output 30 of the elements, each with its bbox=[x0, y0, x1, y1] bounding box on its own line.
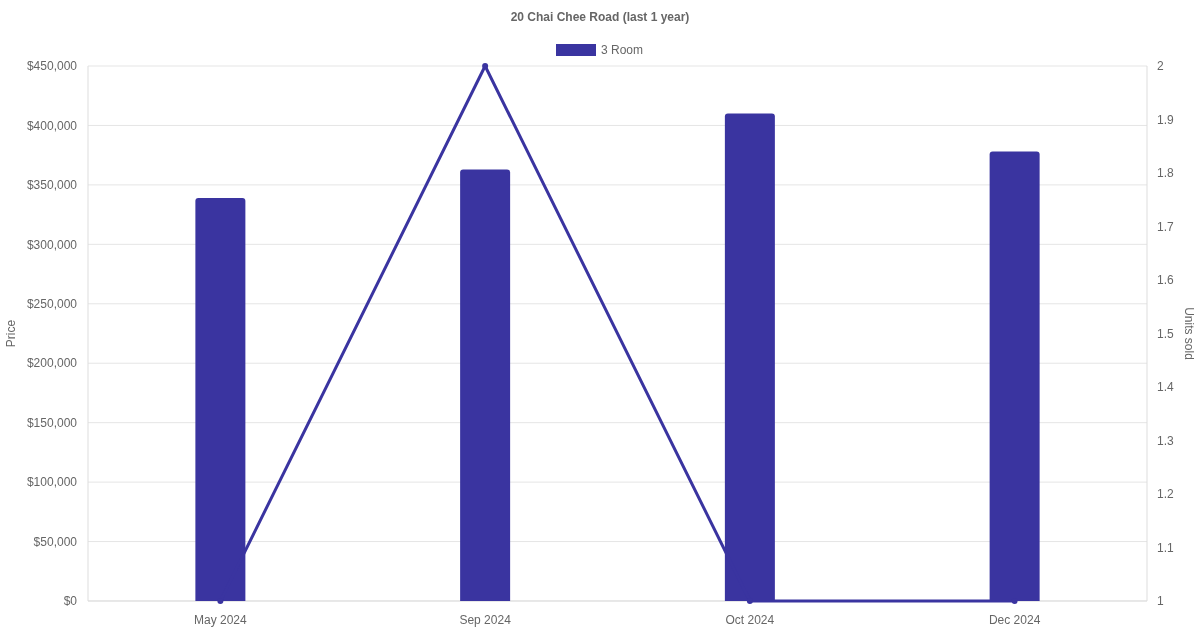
y2-tick-label: 1.9 bbox=[1157, 112, 1175, 127]
y-tick-label: $0 bbox=[63, 594, 78, 609]
y-axis-title: Price bbox=[4, 319, 18, 348]
y2-tick-label: 1.8 bbox=[1157, 166, 1175, 181]
y-tick-label: $50,000 bbox=[33, 534, 78, 549]
y-tick-label: $400,000 bbox=[26, 118, 78, 133]
y2-tick-label: 1.3 bbox=[1157, 433, 1175, 448]
y2-tick-label: 1.5 bbox=[1157, 326, 1175, 341]
y2-axis-title: Units sold bbox=[1182, 307, 1196, 360]
y2-tick-label: 2 bbox=[1157, 59, 1164, 74]
y-tick-label: $300,000 bbox=[26, 237, 78, 252]
x-tick-label: Sep 2024 bbox=[459, 613, 512, 627]
x-tick-label: May 2024 bbox=[194, 613, 248, 627]
y2-tick-label: 1.6 bbox=[1157, 273, 1175, 288]
y-tick-label: $150,000 bbox=[26, 415, 78, 430]
y2-tick-label: 1.4 bbox=[1157, 380, 1175, 395]
y2-tick-label: 1.2 bbox=[1157, 487, 1175, 502]
y-tick-label: $350,000 bbox=[26, 178, 78, 193]
chart-title: 20 Chai Chee Road (last 1 year) bbox=[510, 10, 690, 24]
x-tick-label: Dec 2024 bbox=[988, 613, 1041, 627]
y-tick-label: $100,000 bbox=[26, 475, 78, 490]
y-tick-label: $450,000 bbox=[26, 59, 78, 74]
legend-label: 3 Room bbox=[601, 43, 644, 58]
y2-tick-label: 1.7 bbox=[1157, 219, 1175, 234]
bar bbox=[460, 169, 511, 601]
y2-tick-label: 1.1 bbox=[1157, 540, 1175, 555]
x-tick-label: Oct 2024 bbox=[725, 613, 775, 627]
y-tick-label: $250,000 bbox=[26, 296, 78, 311]
y-tick-label: $200,000 bbox=[26, 356, 78, 371]
y2-tick-label: 1 bbox=[1157, 594, 1164, 609]
